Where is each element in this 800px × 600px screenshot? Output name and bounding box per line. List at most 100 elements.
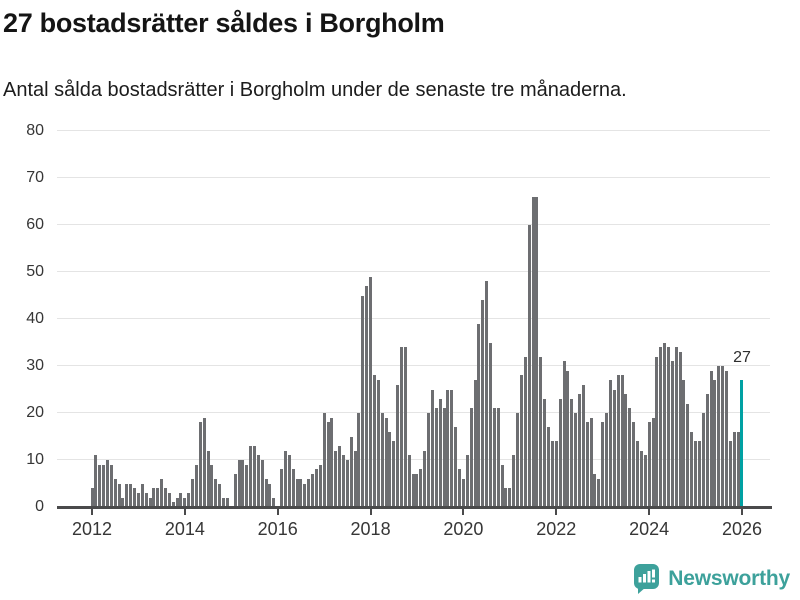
bar: [241, 460, 245, 507]
bar: [98, 464, 102, 507]
bar: [423, 450, 427, 507]
bar: [647, 422, 651, 507]
bar: [446, 389, 450, 507]
bar: [454, 427, 458, 507]
bar: [508, 488, 512, 507]
bar: [299, 478, 303, 507]
bar: [194, 464, 198, 507]
y-axis-label-70: 70: [26, 169, 44, 186]
x-axis-label-2026: 2026: [721, 519, 762, 539]
bar: [384, 417, 388, 507]
y-axis-label-0: 0: [35, 498, 44, 515]
bar: [202, 417, 206, 507]
gridline-y20: [57, 412, 770, 413]
bar: [171, 502, 175, 507]
bar: [438, 398, 442, 507]
bar: [152, 488, 156, 507]
bar: [175, 497, 179, 507]
x-axis-label-2016: 2016: [257, 519, 298, 539]
bar: [164, 488, 167, 507]
x-axis-tick-2016: [276, 509, 279, 515]
bar: [167, 492, 171, 507]
bar: [291, 469, 295, 507]
x-axis-tick-2024: [648, 509, 651, 515]
bar: [117, 483, 121, 507]
bar: [547, 427, 551, 507]
bar: [434, 408, 438, 507]
bar: [392, 441, 396, 507]
bar: [620, 375, 624, 507]
bar: [504, 488, 508, 507]
bar: [636, 441, 640, 507]
bar: [183, 497, 187, 507]
bar: [512, 455, 516, 507]
bar: [585, 422, 589, 507]
bar: [717, 366, 721, 507]
bar: [481, 300, 485, 507]
bar: [593, 474, 597, 507]
bar: [144, 492, 148, 507]
highlight-bar-value-label: 27: [733, 349, 751, 366]
bar: [577, 394, 581, 507]
y-axis-label-10: 10: [26, 451, 44, 468]
bar: [701, 413, 705, 507]
bar: [694, 441, 698, 507]
bar: [388, 431, 392, 507]
x-axis-tick-2022: [555, 509, 558, 515]
bar: [558, 398, 562, 507]
bar: [318, 464, 322, 507]
bar: [628, 408, 632, 507]
bar: [191, 478, 195, 507]
bar: [574, 413, 578, 507]
bar: [651, 417, 655, 507]
bar: [500, 464, 504, 507]
bar: [268, 483, 272, 507]
bar: [682, 380, 686, 507]
bar: [361, 295, 365, 507]
bar: [140, 483, 144, 507]
bar: [713, 380, 717, 507]
bar: [303, 483, 307, 507]
bar: [643, 455, 647, 507]
bar: [427, 413, 431, 507]
bar: [666, 347, 670, 507]
bar: [492, 408, 496, 507]
page-title: 27 bostadsrätter såldes i Borgholm: [3, 8, 445, 38]
bar: [252, 445, 256, 507]
bar: [314, 469, 318, 507]
y-axis-label-80: 80: [26, 122, 44, 139]
x-axis-tick-2026: [740, 509, 743, 515]
bar: [334, 450, 338, 507]
bar: [369, 276, 373, 507]
bar: [222, 497, 226, 507]
y-axis-label-40: 40: [26, 310, 44, 327]
bar: [160, 478, 164, 507]
bar: [725, 370, 729, 507]
chart-subtitle: Antal sålda bostadsrätter i Borgholm und…: [3, 79, 627, 101]
highlighted-bar: [740, 380, 744, 507]
bar: [411, 474, 415, 507]
bar: [396, 384, 400, 507]
brand-name: Newsworthy: [668, 567, 790, 590]
bar: [639, 450, 643, 507]
bar: [736, 431, 740, 507]
bar: [225, 497, 229, 507]
bar: [632, 422, 636, 507]
bar: [307, 478, 311, 507]
bar: [283, 450, 287, 507]
bar: [554, 441, 558, 507]
bar: [133, 488, 137, 507]
bar: [543, 398, 547, 507]
bar: [535, 196, 539, 507]
bar: [415, 474, 419, 507]
bar: [523, 356, 527, 507]
bar: [345, 460, 349, 507]
bar: [659, 347, 663, 507]
bar: [237, 460, 241, 507]
bar: [102, 464, 106, 507]
gridline-y40: [57, 318, 770, 319]
bar: [655, 356, 659, 507]
bar: [148, 497, 152, 507]
bar: [311, 474, 315, 507]
bar: [663, 342, 667, 507]
